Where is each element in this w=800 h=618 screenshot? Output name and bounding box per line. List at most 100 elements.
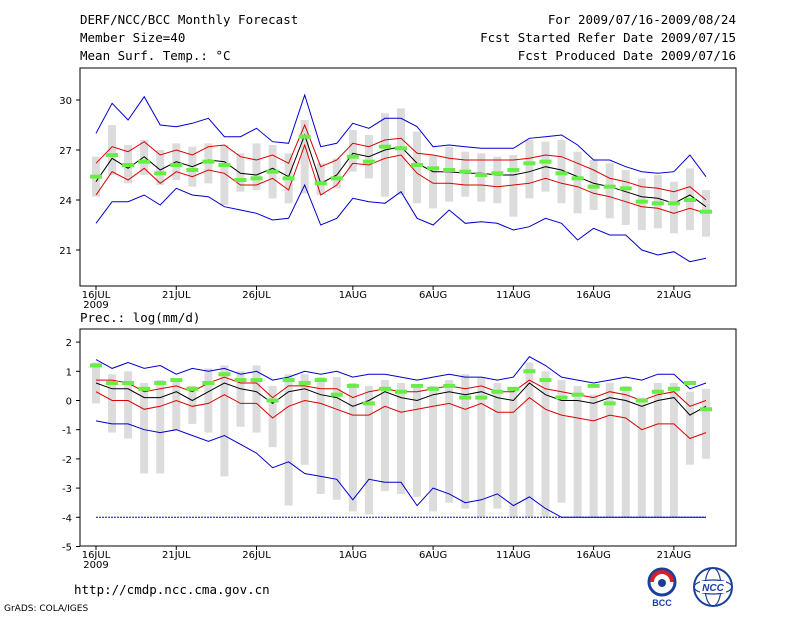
ensemble-box — [669, 181, 678, 234]
median-mark — [411, 383, 424, 388]
ensemble-box — [364, 385, 373, 515]
plot-frame — [79, 328, 737, 547]
median-mark — [378, 144, 391, 149]
y-tick-label: 27 — [59, 146, 72, 157]
ensemble-box — [413, 385, 422, 497]
ensemble-box — [445, 146, 454, 202]
median-mark — [683, 380, 696, 385]
ensemble-box — [493, 382, 502, 509]
median-mark — [619, 186, 632, 191]
source-url[interactable]: http://cmdp.ncc.cma.gov.cn — [74, 582, 270, 597]
ensemble-box — [525, 362, 534, 518]
ensemble-box — [541, 371, 550, 518]
median-mark — [443, 383, 456, 388]
ensemble-box — [220, 365, 229, 477]
ensemble-box — [332, 158, 341, 189]
forecast-start-date: Fcst Started Refer Date 2009/07/15 — [480, 30, 736, 45]
median-mark — [491, 389, 504, 394]
median-mark — [459, 395, 472, 400]
y-tick-label: 2 — [66, 338, 72, 349]
y-tick-label: 24 — [59, 196, 72, 207]
ensemble-mean-line — [95, 382, 707, 416]
y-tick-label: -1 — [62, 426, 72, 437]
median-mark — [411, 163, 424, 167]
ensemble-box — [140, 140, 149, 175]
y-tick-label: -3 — [62, 484, 72, 495]
ensemble-box — [204, 368, 213, 433]
ncc-logo: NCC — [693, 567, 733, 607]
y-tick-label: 0 — [66, 397, 72, 408]
ensemble-box — [621, 385, 630, 518]
upper-spread-line — [95, 123, 707, 201]
ensemble-box — [493, 156, 502, 204]
median-mark — [523, 161, 536, 166]
ensemble-box — [397, 108, 405, 195]
ensemble-box — [557, 380, 566, 503]
median-mark — [122, 163, 135, 167]
median-mark — [700, 407, 712, 412]
median-mark — [362, 401, 375, 406]
median-mark — [90, 174, 102, 179]
median-mark — [571, 176, 584, 181]
ensemble-box — [477, 153, 486, 202]
member-size-label: Member Size=40 — [80, 30, 186, 45]
median-mark — [202, 159, 215, 164]
median-mark — [427, 386, 440, 391]
ensemble-box — [348, 130, 357, 172]
median-mark — [298, 134, 311, 139]
median-mark — [635, 199, 648, 204]
median-mark — [523, 369, 536, 374]
median-mark — [475, 395, 488, 400]
median-mark — [475, 173, 488, 177]
median-mark — [90, 363, 102, 368]
median-mark — [298, 380, 311, 385]
median-mark — [651, 201, 664, 206]
median-mark — [603, 184, 616, 189]
ensemble-box — [445, 380, 454, 503]
median-mark — [491, 171, 504, 176]
max-line — [95, 93, 707, 177]
ensemble-box — [316, 377, 325, 494]
median-mark — [362, 159, 375, 164]
median-mark — [138, 386, 151, 391]
ensemble-box — [685, 391, 694, 465]
median-mark — [266, 169, 279, 174]
median-mark — [587, 383, 600, 388]
ensemble-box — [268, 385, 277, 448]
y-tick-label: 30 — [59, 96, 72, 107]
forecast-produced-date: Fcst Produced Date 2009/07/16 — [517, 48, 736, 63]
y-tick-label: 21 — [59, 246, 72, 257]
median-mark — [395, 389, 407, 394]
ensemble-box — [605, 163, 614, 219]
median-mark — [314, 181, 327, 186]
bcc-logo: BCC — [647, 567, 677, 608]
ensemble-box — [461, 151, 470, 197]
x-tick-label: 11AUG — [496, 290, 531, 301]
median-mark — [282, 378, 295, 383]
ensemble-box — [429, 385, 438, 512]
median-mark — [250, 378, 263, 383]
ensemble-box — [156, 150, 165, 185]
median-mark — [122, 380, 135, 385]
y-tick-label: -2 — [62, 455, 72, 466]
ensemble-box — [637, 178, 646, 230]
median-mark — [234, 378, 247, 383]
lower-spread-line — [95, 391, 707, 440]
ensemble-box — [252, 143, 261, 190]
x-tick-label: 21JUL — [162, 290, 191, 301]
median-mark — [507, 386, 520, 391]
bcc-logo-text: BCC — [652, 598, 672, 608]
median-mark — [106, 153, 119, 157]
median-mark — [218, 372, 231, 377]
median-mark — [266, 398, 279, 403]
median-mark — [170, 378, 183, 383]
grads-credit: GrADS: COLA/IGES — [4, 604, 89, 614]
x-tick-label: 16JUL — [82, 290, 111, 301]
median-mark — [202, 380, 215, 385]
median-mark — [555, 395, 568, 400]
median-mark — [651, 389, 664, 394]
ensemble-box — [300, 120, 309, 194]
